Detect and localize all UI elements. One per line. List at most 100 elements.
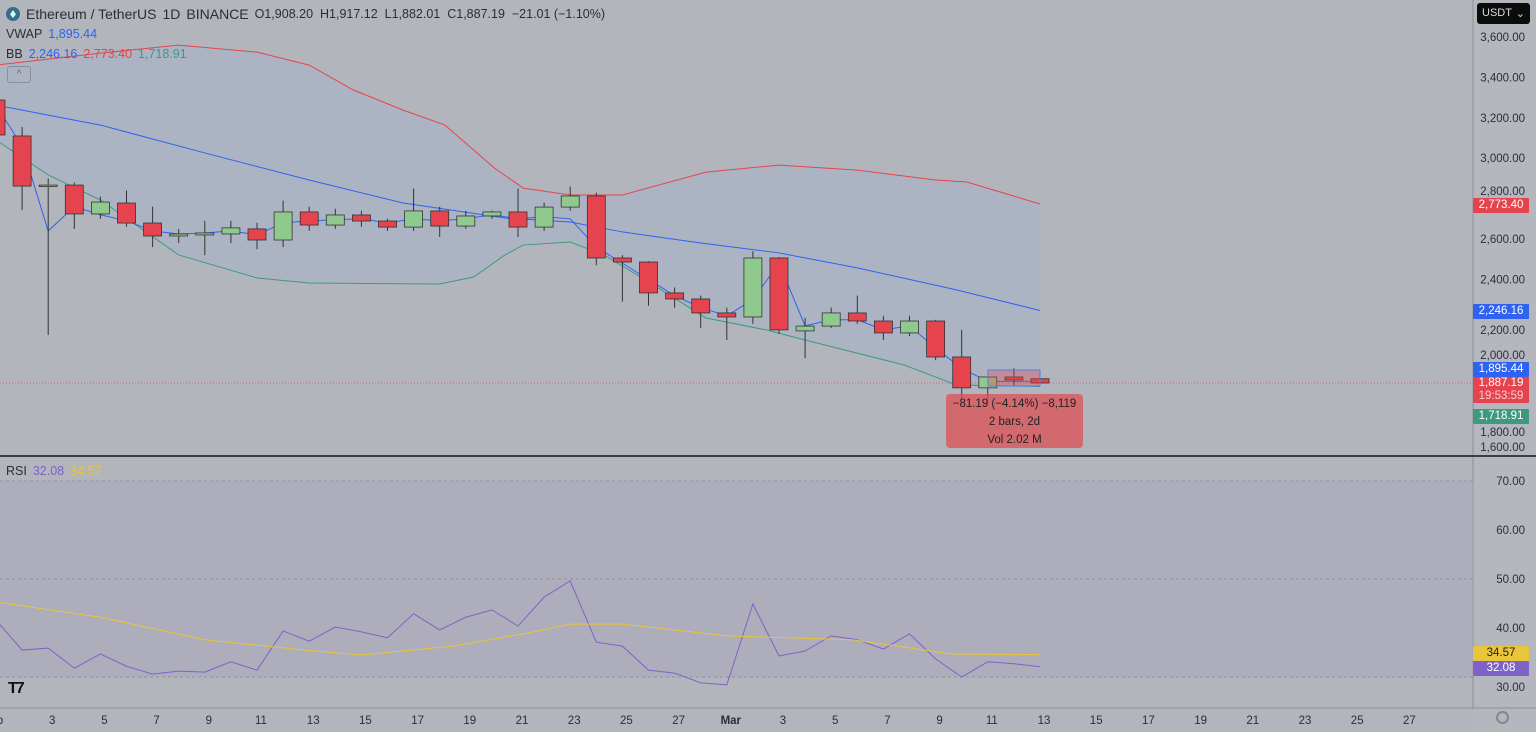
candle — [325, 214, 345, 226]
time-tick-label: 5 — [832, 715, 838, 727]
bb-basis-value: 2,246.16 — [28, 47, 78, 61]
candle — [1004, 376, 1024, 381]
candle — [299, 211, 319, 226]
price-badge: 1,887.19 19:53:59 — [1473, 377, 1529, 403]
candle — [508, 211, 528, 228]
candle — [795, 325, 815, 332]
price-tick-label: 2,000.00 — [1480, 350, 1525, 362]
time-tick-label: Mar — [721, 715, 742, 727]
time-tick-label: 23 — [568, 715, 581, 727]
time-tick-label: 27 — [1403, 715, 1416, 727]
candle — [91, 201, 110, 215]
candle — [351, 214, 371, 222]
time-tick-label: 11 — [255, 715, 267, 727]
candle — [221, 227, 241, 235]
tradingview-logo[interactable]: T7 — [8, 680, 25, 697]
vwap-badge: 1,895.44 — [1473, 362, 1529, 377]
candle — [952, 356, 972, 389]
vwap-value: 1,895.44 — [48, 27, 98, 41]
rsi-ma-badge: 34.57 — [1473, 646, 1529, 661]
candle — [195, 232, 215, 236]
time-tick-label: 13 — [1038, 715, 1051, 727]
price-tick-label: 3,400.00 — [1480, 72, 1525, 84]
bb-upper-line — [0, 44, 1041, 205]
candle — [273, 211, 293, 241]
ohlc-values: O1,908.20 H1,917.12 L1,882.01 C1,887.19 … — [254, 7, 605, 21]
bb-basis-line — [0, 105, 1041, 311]
candle — [586, 195, 606, 259]
countdown: 19:53:59 — [1478, 390, 1524, 402]
time-tick-label: 19 — [463, 715, 476, 727]
time-tick-label: 7 — [884, 715, 890, 727]
time-tick-label: b — [0, 715, 3, 727]
bb-lower-value: 1,718.91 — [138, 47, 187, 61]
price-tick-label: 2,400.00 — [1480, 274, 1525, 286]
candle — [247, 228, 267, 241]
candle — [482, 211, 502, 217]
candle — [430, 210, 450, 227]
time-tick-label: 25 — [620, 715, 633, 727]
symbol-name[interactable]: Ethereum / TetherUS — [26, 6, 157, 22]
rsi-line — [0, 580, 1041, 686]
measure-tooltip: −81.19 (−4.14%) −8,119 2 bars, 2d Vol 2.02… — [946, 394, 1083, 448]
time-tick-label: 17 — [1142, 715, 1155, 727]
bb-upper-badge: 2,773.40 — [1473, 198, 1529, 213]
candle — [534, 206, 554, 228]
candle — [900, 320, 919, 334]
candle — [378, 220, 397, 228]
currency-select[interactable]: USDT ⌄ — [1477, 3, 1530, 24]
candle — [926, 320, 945, 358]
rsi-tick-label: 60.00 — [1496, 525, 1525, 537]
exchange: BINANCE — [186, 6, 249, 22]
time-tick-label: 9 — [206, 715, 212, 727]
time-tick-label: 15 — [1090, 715, 1103, 727]
bb-legend[interactable]: BB 2,246.16 2,773.40 1,718.91 — [6, 47, 187, 61]
candle — [717, 312, 737, 318]
time-tick-label: 9 — [936, 715, 942, 727]
candle — [12, 135, 32, 187]
rsi-ma-line — [0, 602, 1041, 656]
price-tick-label: 3,200.00 — [1480, 113, 1525, 125]
candle — [691, 298, 711, 314]
price-tick-label: 3,600.00 — [1480, 32, 1525, 44]
time-tick-label: 15 — [359, 715, 372, 727]
bb-lower-badge: 1,718.91 — [1473, 409, 1529, 424]
candle — [404, 210, 424, 228]
collapse-legend-button[interactable]: ^ — [7, 66, 31, 83]
candle — [769, 257, 789, 331]
candle — [0, 99, 6, 136]
price-tick-label: 1,800.00 — [1480, 427, 1525, 439]
time-tick-label: 21 — [516, 715, 529, 727]
candle — [639, 261, 658, 294]
bb-upper-value: 2,773.40 — [83, 47, 133, 61]
candle — [560, 195, 580, 208]
price-tick-label: 1,600.00 — [1480, 442, 1525, 454]
interval[interactable]: 1D — [162, 6, 181, 22]
time-tick-label: 5 — [101, 715, 107, 727]
price-tick-label: 2,200.00 — [1480, 325, 1525, 337]
rsi-value: 32.08 — [32, 464, 65, 478]
settings-gear-icon[interactable] — [1496, 711, 1509, 724]
chevron-down-icon: ⌄ — [1515, 8, 1525, 20]
candle — [456, 215, 476, 227]
time-tick-label: 11 — [986, 715, 998, 727]
time-tick-label: 3 — [780, 715, 786, 727]
rsi-tick-label: 70.00 — [1496, 476, 1525, 488]
price-tick-label: 2,600.00 — [1480, 234, 1525, 246]
rsi-tick-label: 50.00 — [1496, 574, 1525, 586]
rsi-ma-value: 34.57 — [70, 464, 102, 478]
candle — [64, 184, 84, 215]
time-tick-label: 19 — [1194, 715, 1207, 727]
vwap-legend[interactable]: VWAP 1,895.44 — [6, 27, 98, 41]
measure-range-box — [987, 369, 1041, 387]
rsi-legend[interactable]: RSI 32.08 34.57 — [6, 464, 102, 478]
time-tick-label: 21 — [1246, 715, 1259, 727]
candle — [874, 320, 893, 334]
candle — [38, 184, 58, 187]
candle — [117, 202, 136, 224]
symbol-legend[interactable]: Ethereum / TetherUS 1D BINANCE O1,908.20… — [6, 6, 605, 22]
time-tick-label: 17 — [411, 715, 424, 727]
candle — [665, 292, 684, 300]
ethereum-icon — [6, 7, 20, 21]
